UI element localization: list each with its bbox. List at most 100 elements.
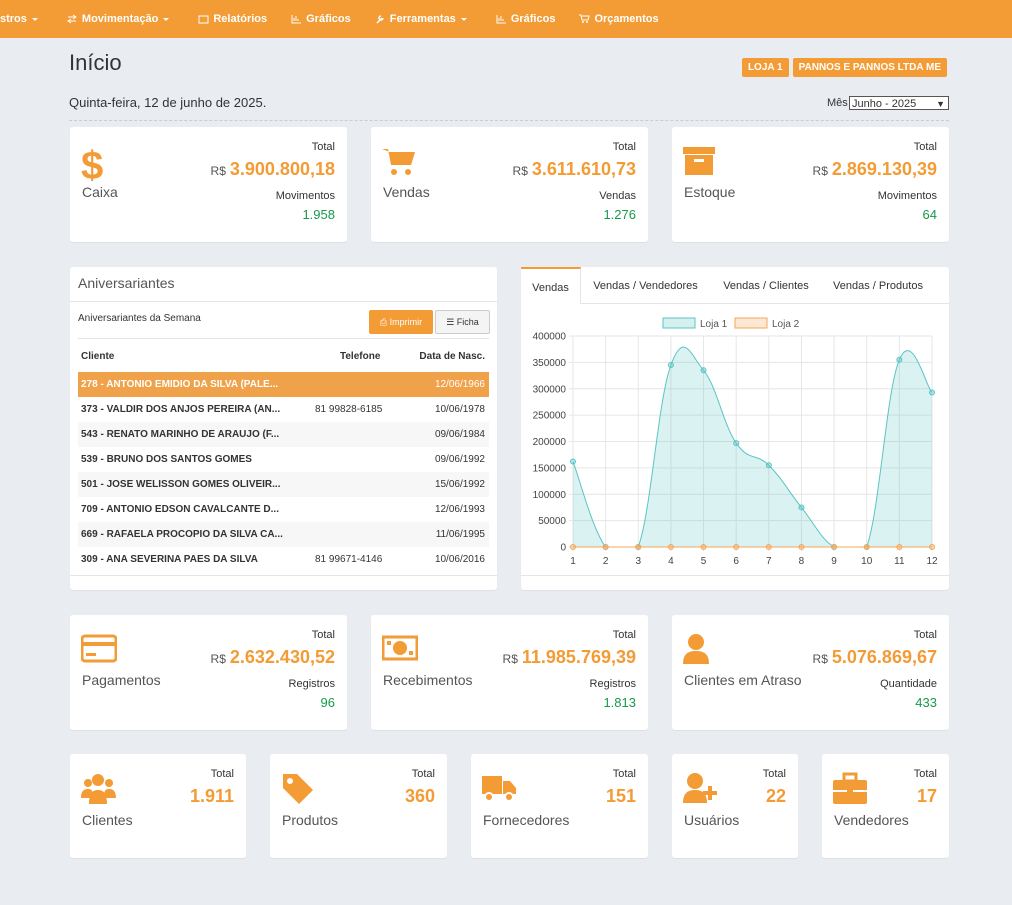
table-row[interactable]: 543 - RENATO MARINHO DE ARAUJO (F... 09/0… [78,422,489,447]
svg-text:$: $ [81,145,103,181]
table-row[interactable]: 501 - JOSE WELISSON GOMES OLIVEIR...15/0… [78,472,489,497]
cell-date: 15/06/1992 [435,472,485,497]
y-tick-label: 50000 [538,516,566,527]
card-label: Vendedores [834,812,909,828]
currency: R$ [813,164,828,178]
cell-date: 09/06/1984 [435,422,485,447]
nav-label: Movimentação [82,13,158,25]
table-row[interactable]: 278 - ANTONIO EMIDIO DA SILVA (PALE...12… [78,372,489,397]
nav-item[interactable]: Gráficos [496,13,556,25]
point [701,545,706,550]
point [734,545,739,550]
cell-date: 11/06/1995 [436,522,485,547]
page-title: Início [69,50,122,76]
area [573,347,932,547]
sub-label: Registros [289,678,335,690]
month-select[interactable]: Junho - 2025▼ [849,96,949,110]
cell-client: 539 - BRUNO DOS SANTOS GOMES [81,447,252,472]
point [766,545,771,550]
point [766,463,771,468]
cell-client: 309 - ANA SEVERINA PAES DA SILVA [81,547,258,572]
nav-item[interactable]: stros [0,13,43,25]
print-button[interactable]: ⎙ Imprimir [369,310,433,334]
x-tick-label: 7 [766,556,772,567]
summary-card: VendasTotalR$3.611.610,73Vendas1.276 [371,127,648,242]
currency: R$ [513,164,528,178]
table-row[interactable]: 539 - BRUNO DOS SANTOS GOMES 09/06/1992 [78,447,489,472]
icon [496,14,507,24]
cell-phone: 81 99828-6185 [315,397,382,422]
sheet-button[interactable]: ☰ Ficha [435,310,490,334]
total-value: 2.869.130,39 [832,159,937,179]
y-tick-label: 150000 [533,463,567,474]
card-label: Clientes [82,812,133,828]
icon [460,16,468,23]
point [864,545,869,550]
total-value: 1.911 [190,786,234,807]
count-card: ClientesTotal1.911 [70,754,246,858]
point [571,459,576,464]
nav-item[interactable]: Movimentação [67,13,174,25]
x-tick-label: 1 [570,556,576,567]
nav-item[interactable]: Ferramentas [375,13,472,25]
total: R$2.632.430,52 [211,647,335,668]
cell-client: 278 - ANTONIO EMIDIO DA SILVA (PALE... [81,372,278,397]
total: R$3.900.800,18 [211,159,335,180]
y-tick-label: 0 [560,543,566,554]
y-tick-label: 300000 [533,384,567,395]
chart-tab[interactable]: Vendas / Produtos [821,267,935,303]
nav-label: Relatórios [213,13,267,25]
point [832,545,837,550]
column-header: Data de Nasc. [419,351,485,362]
nav-item[interactable]: Relatórios [198,13,267,25]
currency: R$ [211,652,226,666]
summary-card: RecebimentosTotalR$11.985.769,39Registro… [371,615,648,730]
legend-label: Loja 2 [772,319,800,330]
total-value: 151 [606,786,636,807]
table-row[interactable]: 669 - RAFAELA PROCOPIO DA SILVA CA...11/… [78,522,489,547]
chart-tab[interactable]: Vendas [521,267,581,304]
x-tick-label: 9 [831,556,837,567]
card-label: Vendas [383,184,430,200]
x-tick-label: 12 [926,556,938,567]
month-value: Junho - 2025 [852,98,916,110]
card-label: Caixa [82,184,118,200]
sub-label: Registros [590,678,636,690]
cell-date: 09/06/1992 [435,447,485,472]
icon [833,772,869,808]
chart-tab[interactable]: Vendas / Clientes [711,267,821,303]
icon [291,14,302,24]
sub-label: Quantidade [880,678,937,690]
chart-tab[interactable]: Vendas / Vendedores [580,267,711,303]
card-label: Pagamentos [82,672,161,688]
x-tick-label: 6 [733,556,739,567]
point [799,545,804,550]
table-row[interactable]: 373 - VALDIR DOS ANJOS PEREIRA (AN...81 … [78,397,489,422]
nav-item[interactable]: Gráficos [291,13,351,25]
total-label: Total [312,141,335,153]
x-tick-label: 10 [861,556,873,567]
total-label: Total [613,629,636,641]
nav-label: stros [0,13,27,25]
total-value: 360 [405,786,435,807]
count-card: ProdutosTotal360 [270,754,447,858]
table-row[interactable]: 709 - ANTONIO EDSON CAVALCANTE D...12/06… [78,497,489,522]
sub-value: 1.958 [302,207,335,222]
point [930,545,935,550]
badge: LOJA 1 [742,58,789,77]
button-label: Ficha [457,317,479,327]
total: R$ 2.869.130,39 [813,159,937,180]
nav-bar: stros Movimentação Relatórios Gráficos Ferra… [0,0,1012,38]
legend-label: Loja 1 [700,319,728,330]
summary-card: PagamentosTotalR$2.632.430,52Registros96 [70,615,347,730]
icon [198,14,209,24]
point [636,545,641,550]
icon [482,772,518,808]
y-tick-label: 200000 [533,437,567,448]
table-row[interactable]: 309 - ANA SEVERINA PAES DA SILVA81 99671… [78,547,489,572]
total-label: Total [613,141,636,153]
total: R$3.611.610,73 [513,159,636,180]
nav-item[interactable]: Orçamentos [579,13,658,25]
cell-client: 543 - RENATO MARINHO DE ARAUJO (F... [81,422,279,447]
point [701,368,706,373]
